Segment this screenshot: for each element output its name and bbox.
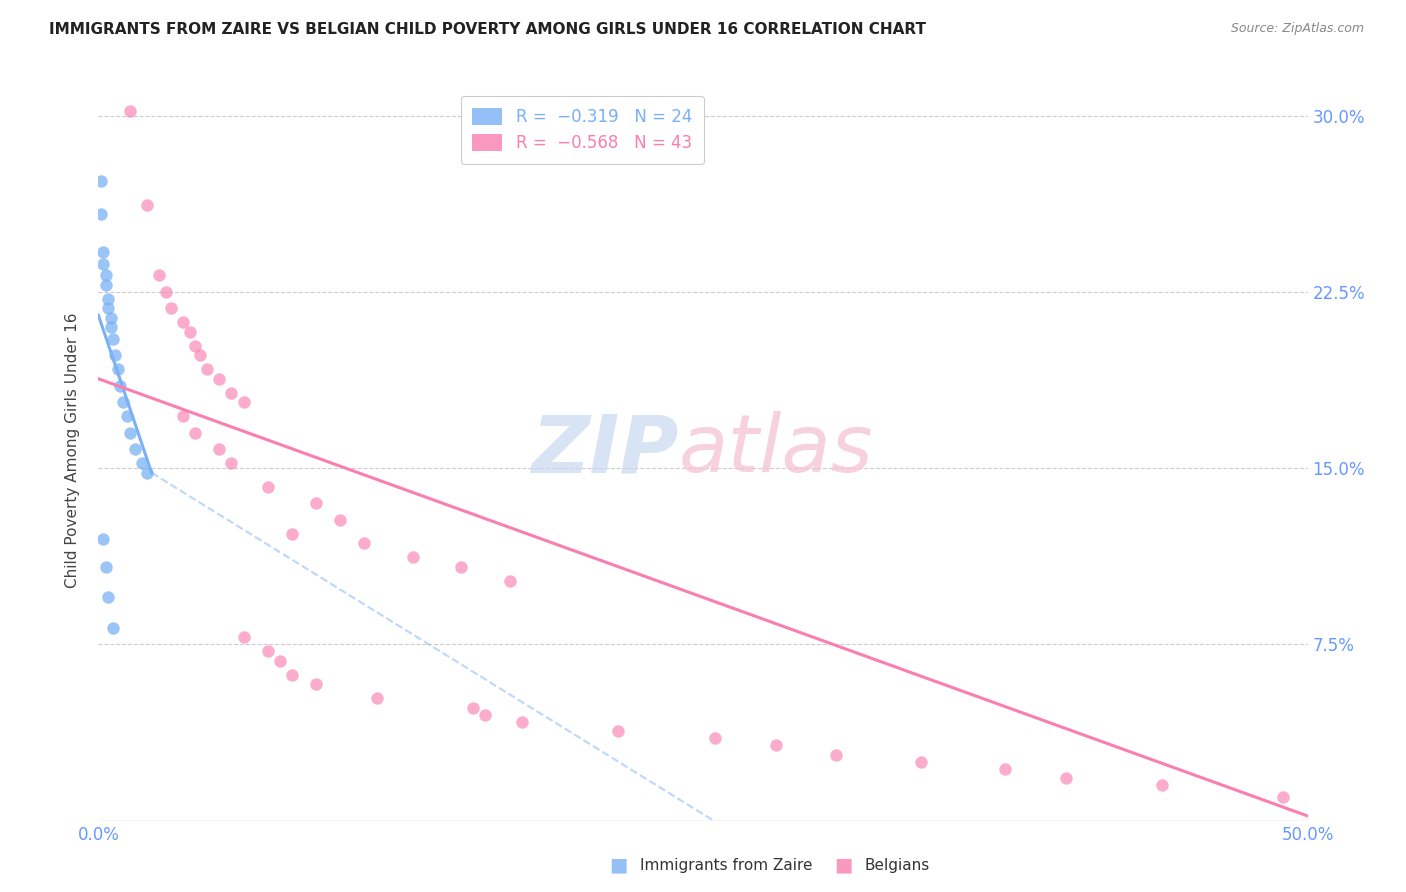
- Point: [100, 310, 122, 325]
- Point: [111, 395, 134, 409]
- Point: [94, 268, 117, 283]
- Point: [188, 348, 211, 362]
- Point: [172, 315, 194, 329]
- Point: [184, 339, 207, 353]
- Point: [118, 425, 141, 440]
- Point: [104, 348, 127, 362]
- Point: [208, 442, 231, 457]
- Point: [765, 739, 787, 753]
- Point: [607, 724, 630, 739]
- Point: [148, 268, 170, 283]
- Point: [108, 379, 131, 393]
- Point: [305, 496, 328, 510]
- Text: IMMIGRANTS FROM ZAIRE VS BELGIAN CHILD POVERTY AMONG GIRLS UNDER 16 CORRELATION : IMMIGRANTS FROM ZAIRE VS BELGIAN CHILD P…: [49, 22, 927, 37]
- Point: [1054, 772, 1077, 786]
- Point: [1152, 778, 1174, 792]
- Point: [107, 362, 129, 376]
- Point: [994, 762, 1017, 776]
- Point: [329, 513, 352, 527]
- Point: [100, 320, 122, 334]
- Point: [232, 395, 254, 409]
- Point: [101, 621, 124, 635]
- Legend: R =  −0.319   N = 24, R =  −0.568   N = 43: R = −0.319 N = 24, R = −0.568 N = 43: [461, 96, 703, 164]
- Point: [474, 707, 496, 722]
- Text: ■: ■: [834, 855, 853, 875]
- Point: [510, 714, 533, 729]
- Point: [256, 480, 278, 494]
- Y-axis label: Child Poverty Among Girls Under 16: Child Poverty Among Girls Under 16: [65, 313, 80, 588]
- Point: [155, 285, 177, 299]
- Point: [184, 425, 207, 440]
- Point: [90, 207, 112, 221]
- Point: [1272, 790, 1295, 805]
- Point: [221, 385, 243, 400]
- Point: [221, 456, 243, 470]
- Point: [232, 630, 254, 644]
- Point: [825, 747, 848, 762]
- Point: [498, 574, 520, 588]
- Point: [305, 677, 328, 691]
- Text: ■: ■: [609, 855, 628, 875]
- Point: [97, 292, 120, 306]
- Point: [704, 731, 727, 746]
- Point: [281, 527, 304, 541]
- Text: Immigrants from Zaire: Immigrants from Zaire: [640, 858, 813, 872]
- Point: [135, 466, 157, 480]
- Point: [463, 701, 485, 715]
- Point: [91, 257, 114, 271]
- Point: [366, 691, 388, 706]
- Point: [353, 536, 375, 550]
- Point: [97, 591, 120, 605]
- Text: atlas: atlas: [679, 411, 873, 490]
- Point: [97, 301, 120, 316]
- Point: [910, 755, 932, 769]
- Point: [135, 198, 157, 212]
- Point: [117, 409, 139, 424]
- Point: [402, 550, 425, 565]
- Point: [91, 244, 114, 259]
- Point: [131, 456, 153, 470]
- Point: [94, 277, 117, 292]
- Point: [124, 442, 146, 457]
- Point: [256, 644, 278, 658]
- Point: [101, 332, 124, 346]
- Point: [450, 559, 472, 574]
- Point: [118, 103, 141, 118]
- Point: [90, 174, 112, 188]
- Point: [179, 325, 201, 339]
- Point: [172, 409, 194, 424]
- Point: [208, 372, 231, 386]
- Point: [195, 362, 218, 376]
- Point: [160, 301, 183, 316]
- Text: ZIP: ZIP: [531, 411, 679, 490]
- Point: [281, 668, 304, 682]
- Point: [269, 654, 291, 668]
- Point: [94, 559, 117, 574]
- Text: Belgians: Belgians: [865, 858, 929, 872]
- Point: [91, 532, 114, 546]
- Text: Source: ZipAtlas.com: Source: ZipAtlas.com: [1230, 22, 1364, 36]
